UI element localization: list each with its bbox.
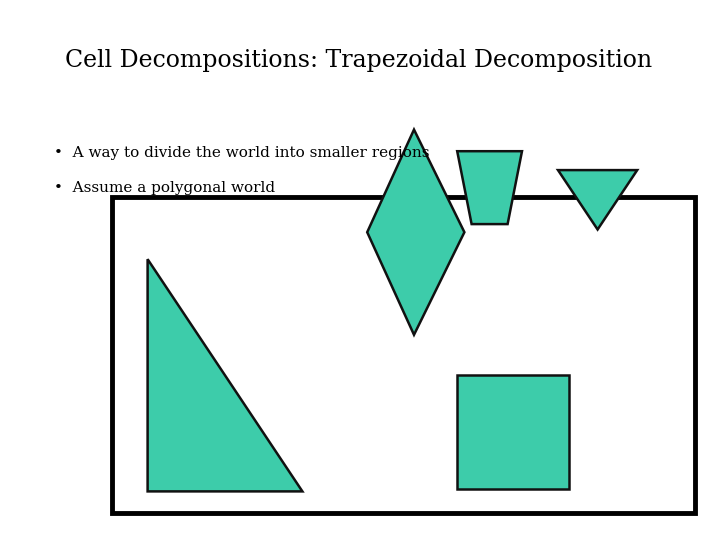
Text: Cell Decompositions: Trapezoidal Decomposition: Cell Decompositions: Trapezoidal Decompo…	[65, 49, 652, 72]
Polygon shape	[148, 259, 302, 491]
Bar	[112, 197, 695, 513]
Polygon shape	[457, 151, 522, 224]
Text: •  A way to divide the world into smaller regions: • A way to divide the world into smaller…	[54, 146, 430, 160]
Polygon shape	[367, 130, 464, 335]
Bar	[457, 375, 569, 489]
Polygon shape	[558, 170, 637, 230]
Text: •  Assume a polygonal world: • Assume a polygonal world	[54, 181, 275, 195]
